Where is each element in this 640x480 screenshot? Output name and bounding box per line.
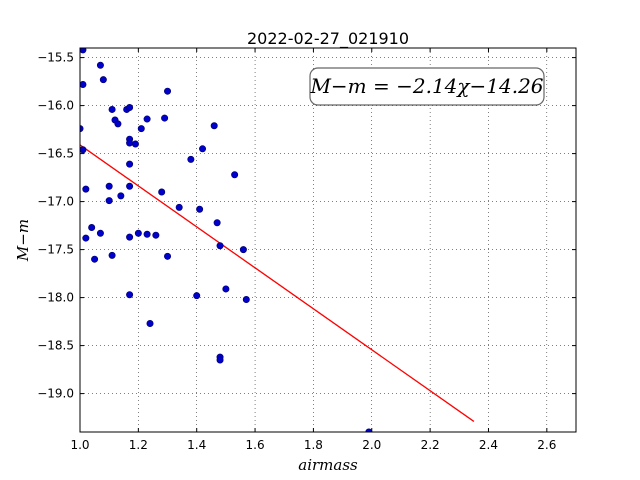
data-point: [80, 48, 87, 54]
data-point: [105, 197, 113, 205]
y-axis-label: M−m: [14, 219, 32, 262]
data-point: [242, 296, 250, 304]
y-tick-label: −17.5: [37, 243, 74, 257]
data-point: [108, 251, 116, 259]
data-point: [213, 219, 221, 227]
data-point: [137, 125, 145, 133]
data-point: [105, 182, 113, 190]
data-point: [88, 224, 96, 232]
y-tick-label: −18.5: [37, 339, 74, 353]
data-point: [152, 231, 160, 239]
data-point: [187, 155, 195, 163]
data-point: [114, 120, 122, 128]
data-point: [175, 203, 183, 211]
annotation-box: M−m = −2.14χ−14.26: [309, 67, 545, 106]
x-tick-label: 1.4: [187, 438, 206, 452]
data-point: [222, 285, 230, 293]
y-tick-label: −18.0: [37, 291, 74, 305]
x-tick-label: 1.8: [304, 438, 323, 452]
fit-line: [80, 144, 475, 422]
data-point: [82, 234, 90, 242]
data-point: [143, 230, 151, 238]
data-point: [82, 185, 90, 193]
annotation-frame: [309, 67, 545, 106]
y-tick-label: −15.5: [37, 51, 74, 65]
data-layer: [80, 48, 475, 432]
data-point: [193, 292, 201, 300]
y-tick-label: −16.5: [37, 147, 74, 161]
y-tick-label: −19.0: [37, 387, 74, 401]
data-point: [196, 205, 204, 213]
data-point: [117, 192, 125, 200]
data-point: [143, 115, 151, 123]
x-axis-label: airmass: [298, 456, 358, 474]
x-tick-label: 2.2: [421, 438, 440, 452]
data-point: [161, 114, 169, 122]
y-tick-label: −17.0: [37, 195, 74, 209]
data-point: [126, 104, 134, 112]
data-point: [96, 61, 104, 69]
x-tick-label: 2.0: [362, 438, 381, 452]
data-point: [216, 242, 224, 250]
plot-frame: [79, 47, 577, 433]
y-tick-label: −16.0: [37, 99, 74, 113]
data-point: [99, 76, 107, 84]
data-point: [131, 140, 139, 148]
data-point: [216, 356, 224, 364]
data-point: [158, 188, 166, 196]
x-tick-label: 2.4: [479, 438, 498, 452]
data-point: [126, 291, 134, 299]
fit-equation: M−m = −2.14χ−14.26: [309, 74, 543, 98]
data-point: [210, 122, 218, 130]
x-tick-label: 1.2: [129, 438, 148, 452]
chart-title: 2022-02-27_021910: [247, 29, 409, 49]
data-point: [80, 146, 87, 154]
data-point: [231, 171, 239, 179]
data-point: [91, 255, 99, 263]
x-tick-label: 2.6: [537, 438, 556, 452]
data-point: [126, 160, 134, 168]
data-point: [199, 145, 207, 153]
data-point: [146, 320, 154, 328]
data-point: [164, 252, 172, 260]
data-point: [80, 80, 87, 88]
data-point: [239, 246, 247, 254]
data-point: [96, 229, 104, 237]
tick-layer: 1.0 1.2 1.4 1.6 1.8 2.0 2.2 2.4 2.6 −15.5 −16.0 −16…: [37, 48, 576, 452]
data-point: [164, 87, 172, 95]
x-tick-label: 1.6: [246, 438, 265, 452]
data-point: [134, 229, 142, 237]
data-point: [108, 105, 116, 113]
data-point: [126, 182, 134, 190]
data-point: [126, 233, 134, 241]
data-point: [126, 139, 134, 147]
x-tick-label: 1.0: [70, 438, 89, 452]
